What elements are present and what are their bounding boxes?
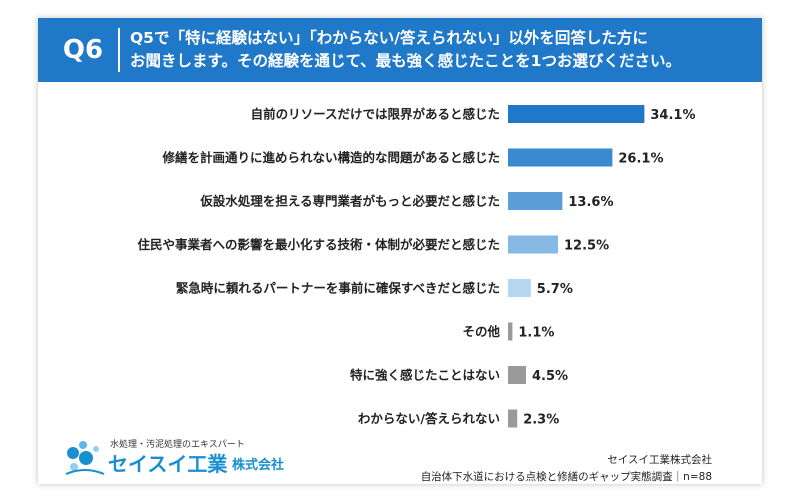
value-label: 12.5% — [564, 239, 609, 254]
header-divider — [118, 28, 120, 72]
logo-suffix: 株式会社 — [232, 458, 285, 473]
bar-chart: 自前のリソースだけでは限界があると感じた 34.1% 修繕を計画通りに進められない構… — [137, 105, 696, 428]
source-company: セイスイ工業株式会社 — [607, 454, 712, 466]
category-label: 緊急時に頼れるパートナーを事前に確保すべきだと感じた — [176, 281, 500, 296]
value-label: 4.5% — [532, 369, 568, 384]
question-text: Q5で「特に経験はない」「わからない/答えられない」以外を回答した方に お聞きし… — [130, 27, 750, 73]
category-label: わからない/答えられない — [358, 411, 500, 426]
question-line-1: Q5で「特に経験はない」「わからない/答えられない」以外を回答した方に — [130, 29, 648, 47]
bar — [508, 409, 518, 428]
category-label: 住民や事業者への影響を最小化する技術・体制が必要だと感じた — [137, 237, 500, 252]
value-label: 1.1% — [518, 326, 554, 341]
logo-name: セイスイ工業 — [108, 452, 228, 476]
chart-card: Q6 Q5で「特に経験はない」「わからない/答えられない」以外を回答した方に お… — [38, 18, 762, 484]
bar — [508, 279, 531, 297]
value-label: 13.6% — [568, 195, 613, 210]
company-logo: 水処理・汚泥処理のエキスパート セイスイ工業 株式会社 — [64, 434, 324, 494]
source-note: セイスイ工業株式会社 自治体下水道における点検と修繕のギャップ実態調査｜n=88 — [421, 452, 712, 486]
category-label: その他 — [462, 324, 500, 339]
value-label: 2.3% — [523, 413, 559, 428]
bar — [508, 366, 526, 384]
category-label: 修繕を計画通りに進められない構造的な問題があると感じた — [161, 150, 500, 165]
value-label: 34.1% — [650, 108, 695, 123]
question-number: Q6 — [62, 35, 104, 65]
question-line-2: お聞きします。その経験を通じて、最も強く感じたことを1つお選びください。 — [130, 52, 681, 70]
category-label: 特に強く感じたことはない — [350, 368, 500, 383]
water-drop-logo-icon — [65, 441, 105, 475]
question-header: Q6 Q5で「特に経験はない」「わからない/答えられない」以外を回答した方に お… — [38, 18, 762, 82]
category-label: 仮設水処理を担える専門業者がもっと必要だと感じた — [199, 194, 500, 209]
bar — [508, 192, 563, 210]
source-survey: 自治体下水道における点検と修繕のギャップ実態調査｜n=88 — [420, 471, 712, 483]
bar — [508, 148, 613, 167]
bar — [508, 322, 513, 341]
logo-tagline: 水処理・汚泥処理のエキスパート — [110, 440, 245, 450]
bar — [508, 105, 645, 123]
bar — [508, 235, 558, 254]
value-label: 5.7% — [537, 282, 573, 297]
category-label: 自前のリソースだけでは限界があると感じた — [251, 107, 500, 122]
value-label: 26.1% — [618, 152, 663, 167]
